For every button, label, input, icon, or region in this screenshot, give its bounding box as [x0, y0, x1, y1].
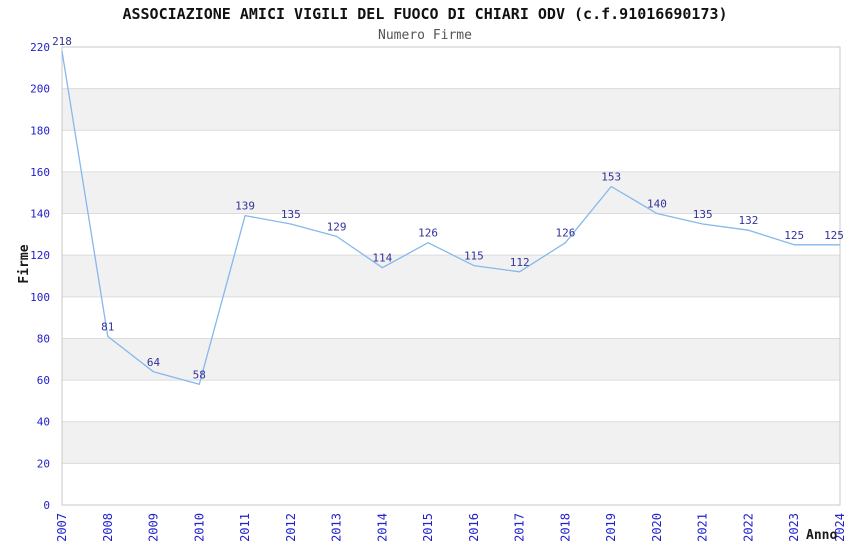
x-tick-label: 2015 [421, 513, 435, 542]
x-tick-label: 2013 [330, 513, 344, 542]
y-tick-label: 120 [30, 249, 50, 262]
plot-band [62, 171, 840, 214]
x-tick-label: 2016 [467, 513, 481, 542]
data-point-label: 139 [235, 200, 255, 213]
data-point-label: 135 [281, 208, 301, 221]
data-point-label: 153 [601, 170, 621, 183]
data-point-label: 114 [372, 252, 392, 265]
x-tick-label: 2009 [147, 513, 161, 542]
x-tick-label: 2023 [787, 513, 801, 542]
x-tick-label: 2019 [604, 513, 618, 542]
data-point-label: 126 [555, 227, 575, 240]
x-tick-label: 2012 [284, 513, 298, 542]
chart-title: ASSOCIAZIONE AMICI VIGILI DEL FUOCO DI C… [122, 5, 728, 23]
data-point-label: 112 [510, 256, 530, 269]
y-tick-label: 20 [37, 457, 50, 470]
x-tick-label: 2007 [55, 513, 69, 542]
data-point-label: 218 [52, 35, 72, 48]
x-tick-label: 2024 [833, 513, 847, 542]
y-tick-label: 60 [37, 374, 50, 387]
data-point-label: 81 [101, 320, 114, 333]
data-point-label: 125 [784, 229, 804, 242]
x-tick-label: 2020 [650, 513, 664, 542]
plot-band [62, 255, 840, 297]
data-point-label: 115 [464, 250, 484, 263]
x-tick-label: 2010 [192, 513, 206, 542]
y-tick-label: 80 [37, 332, 50, 345]
y-tick-label: 100 [30, 291, 50, 304]
y-tick-label: 40 [37, 416, 50, 429]
data-point-label: 58 [193, 368, 206, 381]
data-point-label: 129 [327, 220, 347, 233]
plot-band [62, 338, 840, 381]
y-axis-title: Firme [17, 244, 32, 283]
y-tick-label: 200 [30, 83, 50, 96]
x-tick-label: 2008 [101, 513, 115, 542]
data-point-label: 126 [418, 227, 438, 240]
x-tick-label: 2011 [238, 513, 252, 542]
plot-band [62, 421, 840, 464]
data-point-label: 135 [693, 208, 713, 221]
x-tick-label: 2018 [558, 513, 572, 542]
x-tick-label: 2021 [696, 513, 710, 542]
data-point-label: 132 [739, 214, 759, 227]
plot-border [61, 46, 841, 506]
chart-subtitle: Numero Firme [378, 28, 472, 43]
data-point-label: 125 [824, 229, 844, 242]
y-tick-label: 140 [30, 208, 50, 221]
data-point-label: 64 [147, 356, 161, 369]
x-tick-label: 2017 [513, 513, 527, 542]
y-tick-label: 180 [30, 124, 50, 137]
y-tick-label: 160 [30, 166, 50, 179]
data-line [61, 51, 840, 385]
x-axis-title: Anno [806, 528, 837, 543]
y-tick-label: 0 [43, 499, 50, 512]
data-point-label: 140 [647, 198, 667, 211]
x-tick-label: 2022 [741, 513, 755, 542]
y-tick-label: 220 [30, 41, 50, 54]
x-tick-label: 2014 [375, 513, 389, 542]
plot-band [62, 88, 840, 131]
